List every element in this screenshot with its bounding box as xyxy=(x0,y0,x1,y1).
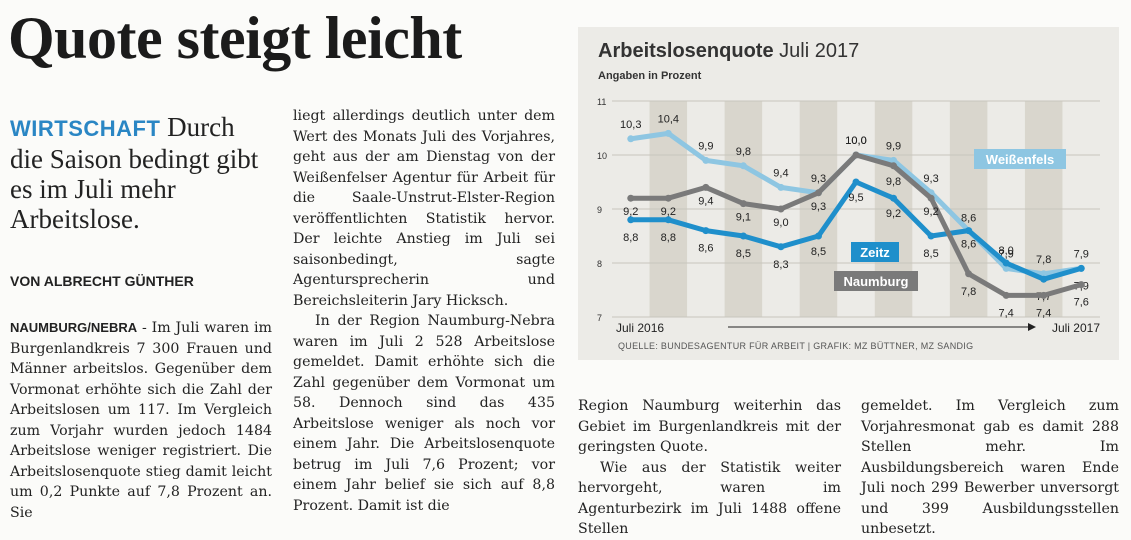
article-column-1: NAUMBURG/NEBRA - Im Juli waren im Burgen… xyxy=(10,318,272,523)
dateline: NAUMBURG/NEBRA xyxy=(10,320,138,335)
article-paragraph: In der Region Naumburg-Nebra waren im Ju… xyxy=(293,313,555,514)
teaser: WIRTSCHAFT Durch die Saison bedingt gibt… xyxy=(10,112,272,234)
article-paragraph: gemeldet. Im Vergleich zum Vorjahresmona… xyxy=(861,398,1119,537)
article-column-3: Region Naumburg weiterhin das Gebiet im … xyxy=(578,396,841,540)
chart-title: Arbeitslosenquote Juli 2017 xyxy=(598,40,860,62)
article-paragraph: Wie aus der Statistik weiter hervorgeht,… xyxy=(578,459,841,538)
article-paragraph: liegt allerdings deutlich unter dem Wert… xyxy=(293,108,555,309)
chart-source: QUELLE: BUNDESAGENTUR FÜR ARBEIT | GRAFI… xyxy=(618,341,974,351)
chart-subtitle: Angaben in Prozent xyxy=(598,70,702,82)
article-paragraph: Region Naumburg weiterhin das Gebiet im … xyxy=(578,398,841,455)
kicker: WIRTSCHAFT xyxy=(10,116,161,141)
article-column-4: gemeldet. Im Vergleich zum Vorjahresmona… xyxy=(861,396,1119,540)
byline: VON ALBRECHT GÜNTHER xyxy=(10,273,194,289)
teaser-text: Durch die Saison bedingt gibt es im Juli… xyxy=(10,112,259,234)
article-column-2: liegt allerdings deutlich unter dem Wert… xyxy=(293,106,555,516)
headline: Quote steigt leicht xyxy=(8,5,462,71)
article-text: - Im Juli waren im Burgenlandkreis 7 300… xyxy=(10,320,272,521)
